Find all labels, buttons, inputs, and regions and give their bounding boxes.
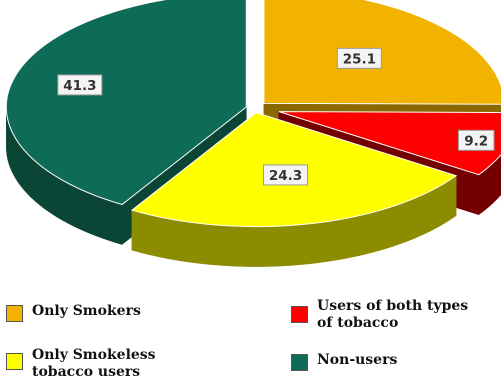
legend-swatch-only-smokers — [6, 305, 23, 322]
data-label-non-users: 41.3 — [57, 74, 103, 96]
pie-labels: 25.1 9.2 24.3 41.3 — [57, 47, 495, 186]
svg-text:41.3: 41.3 — [63, 78, 96, 94]
pie-chart: 25.1 9.2 24.3 41.3 — [5, 0, 501, 267]
pie-slice-both-types — [278, 111, 501, 176]
data-label-only-smokeless: 24.3 — [263, 164, 309, 186]
legend-swatch-both-types — [291, 306, 308, 323]
data-label-only-smokers: 25.1 — [336, 47, 382, 69]
data-label-both-types: 9.2 — [457, 129, 495, 151]
legend-label-only-smokeless: Only Smokeless tobacco users — [32, 347, 156, 380]
svg-text:9.2: 9.2 — [464, 133, 488, 149]
legend-label-both-types: Users of both types of tobacco — [317, 298, 469, 331]
legend-item-only-smokers: Only Smokers — [6, 303, 141, 322]
legend-swatch-non-users — [291, 354, 308, 371]
legend-item-non-users: Non-users — [291, 352, 397, 371]
legend-item-only-smokeless: Only Smokeless tobacco users — [6, 347, 156, 381]
pie-slice-non-users — [5, 0, 247, 206]
pie-slice-only-smokers — [263, 0, 501, 105]
svg-text:25.1: 25.1 — [343, 51, 376, 67]
legend-swatch-only-smokeless — [6, 353, 23, 370]
legend-item-both-types: Users of both types of tobacco — [291, 298, 468, 332]
legend-label-non-users: Non-users — [317, 352, 398, 368]
svg-text:24.3: 24.3 — [269, 168, 302, 184]
pie-side-both-types — [478, 154, 501, 216]
legend-label-only-smokers: Only Smokers — [32, 303, 141, 319]
